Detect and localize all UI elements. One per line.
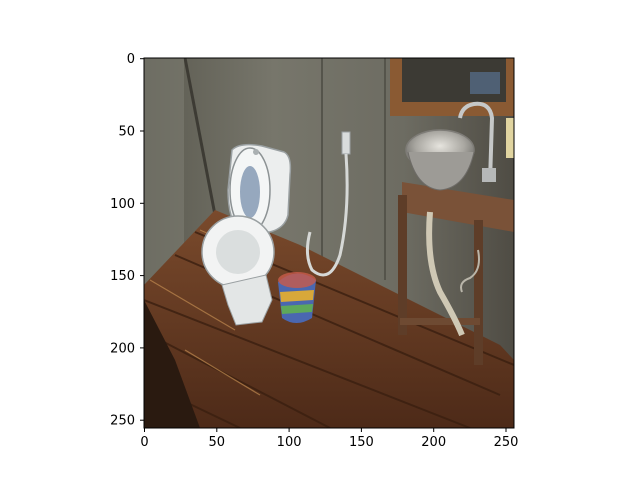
basket xyxy=(278,272,316,323)
x-tick-label: 100 xyxy=(277,435,302,450)
x-tick-label: 0 xyxy=(140,435,148,450)
basin-stand xyxy=(398,182,514,365)
x-tick-label: 250 xyxy=(494,435,519,450)
bidet-sprayer xyxy=(305,131,351,277)
y-tick-label: 0 xyxy=(127,52,135,67)
x-tick-label: 50 xyxy=(209,435,226,450)
axes-frame xyxy=(143,57,515,429)
x-tick-label: 200 xyxy=(421,435,446,450)
x-axis: 0 50 100 150 200 250 xyxy=(140,428,518,450)
y-tick-label: 150 xyxy=(110,269,135,284)
toilet xyxy=(201,143,292,326)
y-axis: 0 50 100 150 200 250 xyxy=(110,52,144,429)
y-tick-label: 100 xyxy=(110,197,135,212)
mirror xyxy=(390,58,514,116)
y-tick-label: 50 xyxy=(118,125,135,140)
faucet xyxy=(458,101,496,183)
y-tick-label: 200 xyxy=(110,341,135,356)
basin xyxy=(405,129,475,191)
y-tick-label: 250 xyxy=(110,414,135,429)
x-tick-label: 150 xyxy=(349,435,374,450)
bathroom-photo xyxy=(144,58,514,428)
